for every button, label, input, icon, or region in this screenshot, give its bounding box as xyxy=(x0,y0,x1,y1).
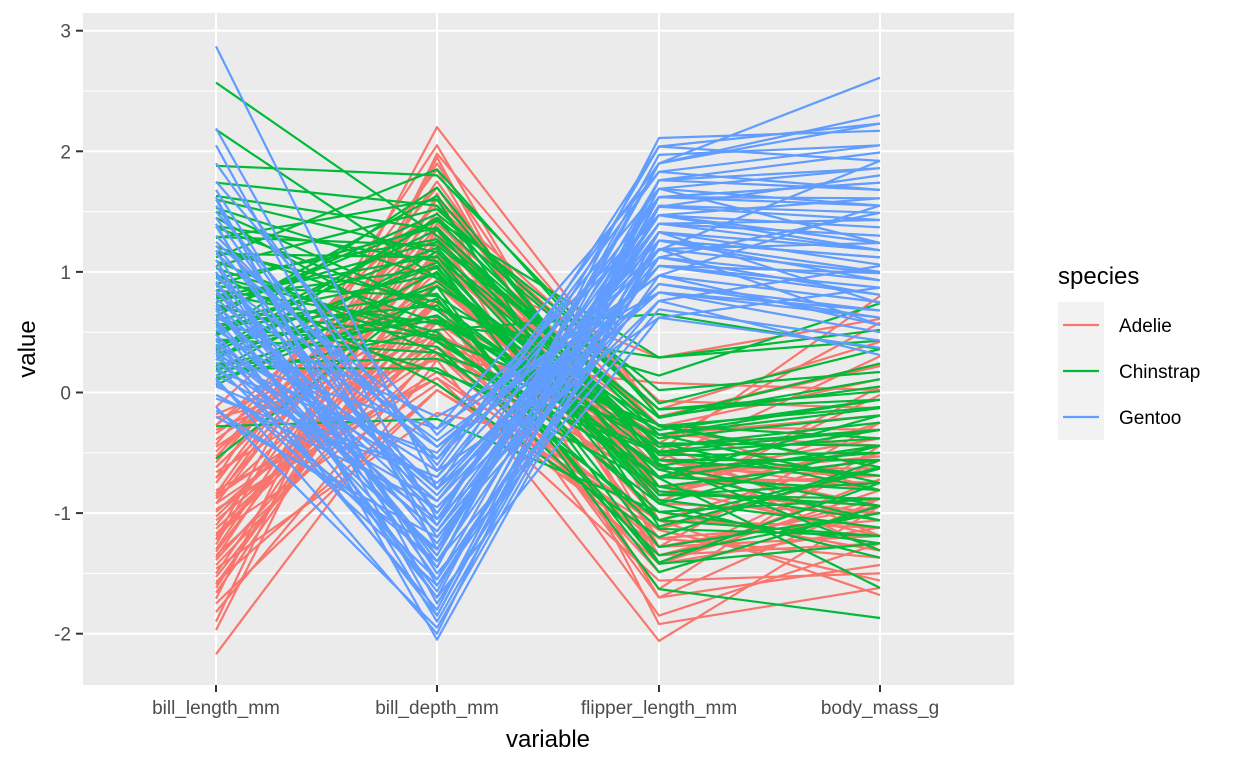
x-axis: bill_length_mm bill_depth_mm flipper_lengt… xyxy=(152,685,939,719)
chinstrap-line xyxy=(215,208,881,411)
y-tick-label: -2 xyxy=(54,625,71,646)
legend: species Adelie Chinstrap Gentoo xyxy=(1058,263,1200,440)
gentoo-line xyxy=(215,145,881,491)
y-tick-label: 0 xyxy=(60,384,71,405)
chinstrap-line xyxy=(215,292,881,559)
gentoo-line xyxy=(215,239,881,478)
chinstrap-line xyxy=(215,228,881,428)
y-axis-title: value xyxy=(14,320,41,377)
gentoo-line xyxy=(215,222,881,533)
x-tick-label: body_mass_g xyxy=(821,698,939,719)
gentoo-line xyxy=(215,114,881,466)
gentoo-line xyxy=(215,264,881,503)
gentoo-line xyxy=(215,197,881,515)
y-tick-label: 3 xyxy=(60,22,71,43)
x-tick-label: bill_depth_mm xyxy=(375,698,499,719)
chinstrap-line xyxy=(215,252,881,492)
series-lines xyxy=(215,45,881,655)
gentoo-line xyxy=(215,316,881,599)
chinstrap-line xyxy=(215,240,881,419)
y-tick-label: -1 xyxy=(54,504,71,525)
legend-label-gentoo: Gentoo xyxy=(1119,408,1181,429)
chinstrap-line xyxy=(215,168,881,418)
gentoo-line xyxy=(215,264,881,484)
gentoo-line xyxy=(215,239,881,587)
y-tick-label: 1 xyxy=(60,263,71,284)
gentoo-line xyxy=(215,170,881,430)
gentoo-line xyxy=(215,231,881,563)
gentoo-line xyxy=(215,225,881,575)
gentoo-line xyxy=(215,252,881,430)
chinstrap-line xyxy=(215,238,881,457)
y-axis: -2 -1 0 1 2 3 xyxy=(54,22,83,646)
adelie-line xyxy=(215,339,881,549)
gentoo-line xyxy=(215,299,881,521)
y-tick-label: 2 xyxy=(60,142,71,163)
x-axis-title: variable xyxy=(506,726,590,753)
chinstrap-line xyxy=(215,235,881,419)
legend-label-adelie: Adelie xyxy=(1119,316,1172,337)
series-gentoo xyxy=(215,45,881,641)
gentoo-line xyxy=(215,122,881,551)
gentoo-line xyxy=(215,179,881,635)
legend-title: species xyxy=(1058,263,1139,290)
chinstrap-line xyxy=(215,212,881,392)
gentoo-line xyxy=(215,144,881,472)
gentoo-line xyxy=(215,240,881,448)
x-tick-label: bill_length_mm xyxy=(152,698,280,719)
legend-label-chinstrap: Chinstrap xyxy=(1119,362,1200,383)
x-tick-label: flipper_length_mm xyxy=(581,698,737,719)
adelie-line xyxy=(215,303,881,591)
